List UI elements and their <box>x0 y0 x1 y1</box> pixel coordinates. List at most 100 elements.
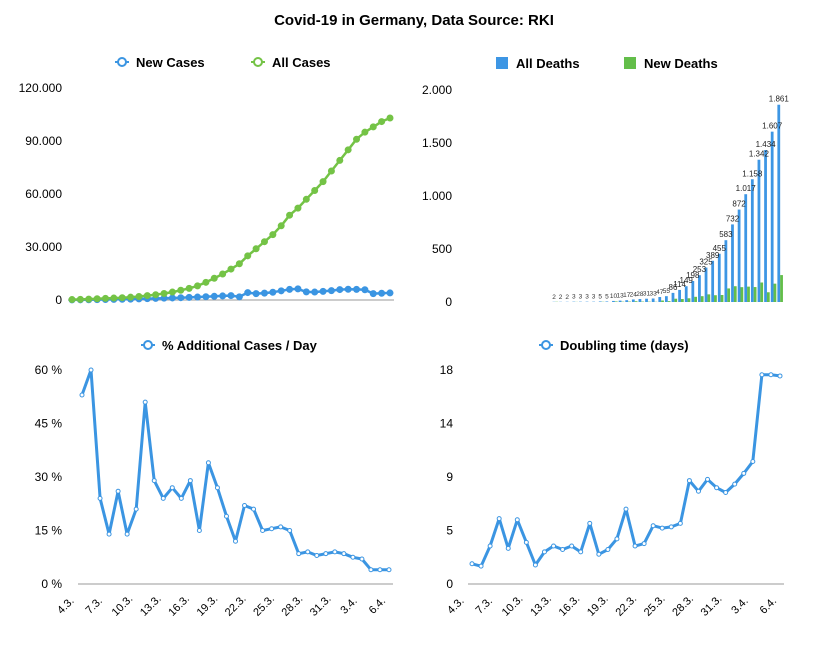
data-point <box>344 146 352 154</box>
data-point <box>227 292 235 300</box>
data-point <box>532 562 538 568</box>
bar-value-label: 3 <box>592 294 596 301</box>
data-point <box>386 114 394 122</box>
data-point <box>242 503 248 509</box>
data-point <box>244 252 252 260</box>
data-point <box>314 552 320 558</box>
bar <box>651 298 655 302</box>
x-tick-label: 25.3. <box>251 593 277 619</box>
bar <box>664 296 668 302</box>
legend-label: New Deaths <box>644 56 718 71</box>
bar <box>671 292 675 302</box>
y-tick-label: 15 % <box>35 524 63 538</box>
data-point <box>353 285 361 293</box>
data-point <box>196 528 202 533</box>
x-tick-label: 6.4. <box>367 595 388 616</box>
x-tick-label: 31.3. <box>699 593 725 619</box>
data-point <box>244 289 252 297</box>
bar <box>747 286 750 302</box>
x-tick-label: 16.3. <box>166 593 192 619</box>
bar-value-label: 149 <box>680 276 694 285</box>
bar <box>717 253 721 302</box>
data-point <box>623 506 629 512</box>
data-point <box>659 525 665 531</box>
data-point <box>369 123 377 131</box>
data-point <box>260 289 268 297</box>
x-tick-label: 28.3. <box>670 593 696 619</box>
data-point <box>227 265 235 273</box>
x-tick-label: 31.3. <box>308 593 334 619</box>
x-tick-label: 10.3. <box>110 593 136 619</box>
y-tick-label: 30.000 <box>25 240 62 254</box>
bar-value-label: 389 <box>706 251 720 260</box>
bar-value-label: 732 <box>726 214 740 223</box>
bar-value-label: 198 <box>686 271 700 280</box>
data-point <box>505 545 511 551</box>
x-tick-label: 7.3. <box>474 595 495 616</box>
data-point <box>336 156 344 164</box>
data-point <box>194 282 202 290</box>
bar-value-label: 1.342 <box>749 150 770 159</box>
bar <box>684 286 688 302</box>
data-point <box>353 135 361 143</box>
bar <box>777 104 781 302</box>
bar <box>707 294 711 302</box>
bar-value-label: 17 <box>623 292 631 299</box>
data-point <box>177 294 185 302</box>
x-tick-label: 22.3. <box>223 593 249 619</box>
data-point <box>296 551 302 557</box>
data-point <box>223 513 229 519</box>
data-point <box>759 372 765 378</box>
data-point <box>378 118 386 126</box>
y-tick-label: 120.000 <box>19 81 63 95</box>
y-tick-label: 0 % <box>41 577 62 591</box>
data-point <box>305 549 311 555</box>
data-point <box>514 517 520 523</box>
bar <box>773 283 777 302</box>
cases-chart: 0 30.000 60.000 90.000 120.000 New Cases All C… <box>19 55 394 307</box>
data-point <box>768 372 774 378</box>
bar <box>753 287 757 302</box>
data-point <box>496 516 502 522</box>
x-tick-label: 28.3. <box>280 593 306 619</box>
legend-dot-marker <box>541 340 551 350</box>
data-point <box>359 556 365 562</box>
data-point <box>319 287 327 295</box>
y-tick-label: 60 % <box>35 363 63 377</box>
data-point <box>79 392 85 398</box>
data-point <box>88 367 94 373</box>
legend-label: % Additional Cases / Day <box>162 338 318 353</box>
data-point <box>478 563 484 569</box>
legend-dot-marker <box>143 340 153 350</box>
data-point <box>124 531 130 537</box>
bar <box>770 131 774 302</box>
data-point <box>368 567 374 573</box>
data-point <box>705 476 711 482</box>
legend-label: Doubling time (days) <box>560 338 689 353</box>
x-tick-label: 13.3. <box>528 593 554 619</box>
data-point <box>194 293 202 301</box>
bar-value-label: 28 <box>636 291 644 298</box>
data-point <box>202 278 210 286</box>
data-point <box>118 294 126 302</box>
data-point <box>714 485 720 491</box>
data-point <box>160 495 166 501</box>
bar <box>691 281 695 302</box>
percent-additional-chart: 0 % 15 % 30 % 45 % 60 % % Additional Cases / … <box>35 338 393 619</box>
data-point <box>143 292 151 300</box>
y-tick-label: 0 <box>446 577 453 591</box>
data-point <box>487 543 493 549</box>
data-point <box>168 288 176 296</box>
y-tick-label: 30 % <box>35 470 63 484</box>
data-point <box>168 294 176 302</box>
data-point <box>269 526 275 532</box>
data-point <box>214 485 220 491</box>
legend-label: All Deaths <box>516 56 580 71</box>
bar <box>694 296 697 302</box>
data-point <box>686 478 692 484</box>
x-tick-label: 19.3. <box>585 593 611 619</box>
y-tick-label: 60.000 <box>25 187 62 201</box>
data-point <box>97 495 103 501</box>
